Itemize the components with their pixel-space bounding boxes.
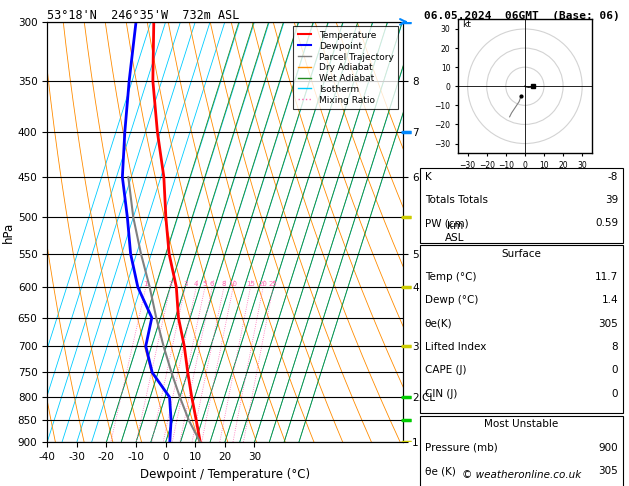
- Text: Lifted Index: Lifted Index: [425, 342, 486, 352]
- Bar: [420, 168, 623, 243]
- Text: 5: 5: [203, 281, 207, 287]
- Text: 3: 3: [183, 281, 187, 287]
- Bar: [420, 416, 623, 486]
- Text: 4: 4: [194, 281, 198, 287]
- X-axis label: Dewpoint / Temperature (°C): Dewpoint / Temperature (°C): [140, 468, 310, 481]
- Text: Totals Totals: Totals Totals: [425, 195, 487, 205]
- Text: 305: 305: [599, 319, 618, 329]
- Text: Pressure (mb): Pressure (mb): [425, 443, 498, 453]
- Y-axis label: hPa: hPa: [2, 222, 15, 243]
- Text: PW (cm): PW (cm): [425, 218, 468, 228]
- Text: CAPE (J): CAPE (J): [425, 365, 466, 376]
- Text: 6: 6: [210, 281, 214, 287]
- Text: 900: 900: [599, 443, 618, 453]
- Text: 1: 1: [143, 281, 148, 287]
- Text: CIN (J): CIN (J): [425, 389, 457, 399]
- Text: 53°18'N  246°35'W  732m ASL: 53°18'N 246°35'W 732m ASL: [47, 9, 240, 22]
- Text: © weatheronline.co.uk: © weatheronline.co.uk: [462, 470, 581, 480]
- Text: 0: 0: [612, 365, 618, 376]
- Text: Most Unstable: Most Unstable: [484, 419, 559, 430]
- Text: 0.59: 0.59: [595, 218, 618, 228]
- Text: 15: 15: [246, 281, 255, 287]
- Text: 06.05.2024  06GMT  (Base: 06): 06.05.2024 06GMT (Base: 06): [423, 11, 620, 21]
- Text: K: K: [425, 172, 431, 182]
- Text: 39: 39: [605, 195, 618, 205]
- Bar: [420, 245, 623, 413]
- Text: 305: 305: [599, 466, 618, 476]
- Text: θe(K): θe(K): [425, 319, 452, 329]
- Text: 20: 20: [259, 281, 267, 287]
- Text: 8: 8: [611, 342, 618, 352]
- Text: 10: 10: [229, 281, 238, 287]
- Text: θe (K): θe (K): [425, 466, 455, 476]
- Text: Temp (°C): Temp (°C): [425, 272, 476, 282]
- Text: 8: 8: [221, 281, 226, 287]
- Text: 0: 0: [612, 389, 618, 399]
- Text: kt: kt: [462, 20, 470, 29]
- Text: 2: 2: [168, 281, 172, 287]
- Text: 11.7: 11.7: [595, 272, 618, 282]
- Text: Surface: Surface: [501, 249, 542, 259]
- Legend: Temperature, Dewpoint, Parcel Trajectory, Dry Adiabat, Wet Adiabat, Isotherm, Mi: Temperature, Dewpoint, Parcel Trajectory…: [293, 26, 398, 109]
- Y-axis label: km
ASL: km ASL: [445, 221, 465, 243]
- Text: 25: 25: [269, 281, 277, 287]
- Text: 1.4: 1.4: [601, 295, 618, 306]
- Text: -8: -8: [608, 172, 618, 182]
- Text: Dewp (°C): Dewp (°C): [425, 295, 478, 306]
